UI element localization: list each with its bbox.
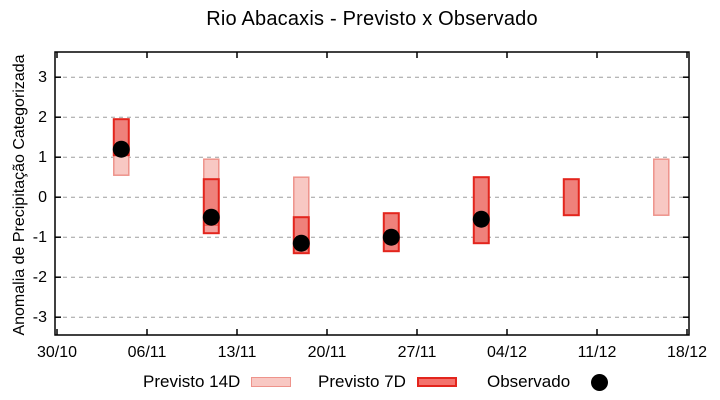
y-tick-label: 3 [38, 69, 47, 86]
observado-dot-4 [472, 210, 490, 228]
x-tick-label: 20/11 [308, 344, 347, 361]
legend-label-observado: Observado [487, 372, 571, 391]
x-tick-label: 06/11 [128, 344, 167, 361]
legend-item-observado: Observado [487, 370, 609, 394]
legend-item-previsto-7d: Previsto 7D [318, 370, 457, 394]
y-tick-label: -2 [33, 269, 47, 286]
previsto-14d-swatch-icon [251, 377, 292, 387]
y-tick-label: -3 [33, 309, 47, 326]
previsto-7d-bar-5 [562, 178, 580, 217]
observado-swatch-icon [591, 373, 609, 391]
y-tick-label: 2 [38, 109, 47, 126]
x-tick-label: 13/11 [218, 344, 257, 361]
legend-label-previsto-14d: Previsto 14D [143, 372, 241, 391]
x-tick-label: 27/11 [398, 344, 437, 361]
legend-label-previsto-7d: Previsto 7D [318, 372, 406, 391]
y-tick-label: 0 [38, 189, 47, 206]
observado-dot-0 [112, 140, 130, 158]
y-axis-label: Anomalia de Precipitação Categorizada [11, 54, 28, 336]
observado-dot-2 [292, 234, 310, 252]
observado-dot-1 [202, 208, 220, 226]
previsto-7d-bar-4 [472, 176, 490, 245]
x-tick-label: 30/10 [37, 344, 77, 361]
previsto-14d-bar-6 [653, 158, 670, 216]
x-tick-label: 11/12 [578, 344, 617, 361]
x-tick-label: 18/12 [667, 344, 707, 361]
legend-item-previsto-14d: Previsto 14D [143, 370, 292, 394]
previsto-7d-swatch-icon [416, 377, 457, 387]
y-tick-label: 1 [38, 149, 47, 166]
chart-title: Rio Abacaxis - Previsto x Observado [206, 8, 538, 30]
legend: Previsto 14D Previsto 7D Observado [0, 370, 720, 394]
y-tick-label: -1 [33, 229, 47, 246]
plot-border [54, 51, 690, 336]
observado-dot-3 [382, 228, 400, 246]
x-tick-label: 04/12 [487, 344, 527, 361]
